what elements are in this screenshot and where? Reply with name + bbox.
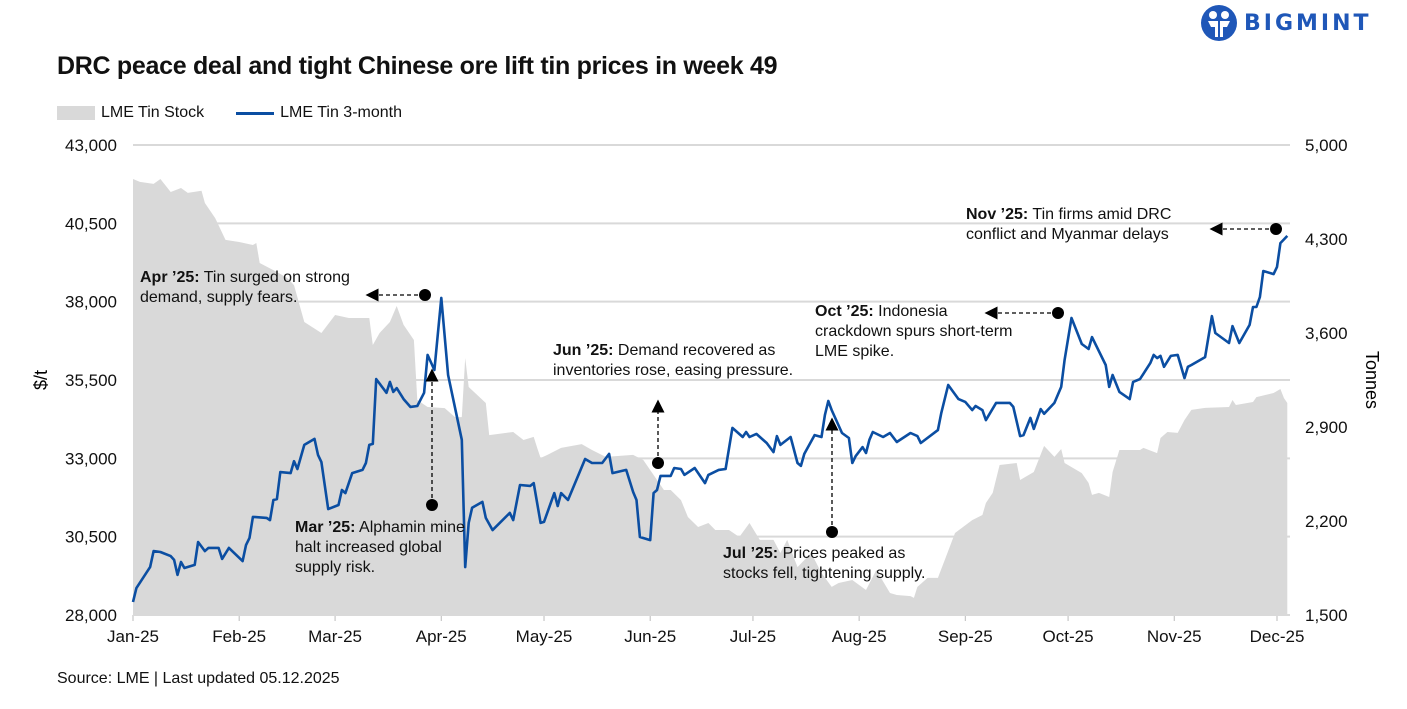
price-line <box>131 235 1289 603</box>
legend-price-swatch <box>236 111 275 115</box>
people-icon <box>1201 5 1237 41</box>
x-tick-label: Jan-25 <box>107 627 159 646</box>
y2-tick-label: 2,200 <box>1305 512 1348 531</box>
x-tick-label: Mar-25 <box>308 627 362 646</box>
annotation-text: Alphamin mine halt increased global supp… <box>295 519 465 576</box>
oct-dot <box>1052 307 1064 319</box>
legend: LME Tin Stock LME Tin 3-month <box>57 104 402 122</box>
y-tick-label: 28,000 <box>65 606 117 625</box>
y2-tick-label: 4,300 <box>1305 230 1348 249</box>
annotation-label: Jul ’25: <box>723 545 779 562</box>
annotation-apr: Apr ’25: Tin surged on strong demand, su… <box>140 268 400 308</box>
annotation-text: Indonesia crackdown spurs short-term LME… <box>815 303 1013 360</box>
legend-stock-label: LME Tin Stock <box>101 104 205 121</box>
jun-dot <box>652 457 664 469</box>
chart-title: DRC peace deal and tight Chinese ore lif… <box>57 52 778 80</box>
y2-tick-label: 3,600 <box>1305 324 1348 343</box>
y-tick-label: 35,500 <box>65 371 117 390</box>
annotation-label: Nov ’25: <box>966 206 1029 223</box>
y2-tick-label: 2,900 <box>1305 418 1348 437</box>
legend-price-label: LME Tin 3-month <box>280 104 402 121</box>
x-tick-label: Jul-25 <box>730 627 776 646</box>
brand-name: BIGMINT <box>1244 10 1372 36</box>
apr-dot <box>419 289 431 301</box>
stock-area-layer <box>133 179 1288 615</box>
annotation-dots <box>419 223 1282 538</box>
annotation-text: Tin firms amid DRC conflict and Myanmar … <box>966 206 1172 243</box>
annotation-oct: Oct ’25: Indonesia crackdown spurs short… <box>815 302 1020 362</box>
x-axis: Jan-25 Feb-25 Mar-25 Apr-25 May-25 Jun-25 Jul-… <box>107 614 1305 646</box>
annotation-mar: Mar ’25: Alphamin mine halt increased gl… <box>295 518 475 578</box>
annotation-label: Apr ’25: <box>140 269 200 286</box>
bigmint-logo: BIGMINT <box>1200 4 1372 42</box>
x-tick-label: May-25 <box>516 627 573 646</box>
y-axis-left: 28,000 30,500 33,000 35,500 38,000 40,500 43,0… <box>65 136 117 625</box>
mar-dot <box>426 499 438 511</box>
annotation-label: Mar ’25: <box>295 519 356 536</box>
annotation-jun: Jun ’25: Demand recovered as inventories… <box>553 341 798 381</box>
y-tick-label: 30,500 <box>65 528 117 547</box>
x-tick-label: Dec-25 <box>1250 627 1305 646</box>
annotation-markers <box>365 222 1276 532</box>
y-tick-label: 43,000 <box>65 136 117 155</box>
y2-tick-label: 1,500 <box>1305 606 1348 625</box>
x-tick-label: Nov-25 <box>1147 627 1202 646</box>
annotation-jul: Jul ’25: Prices peaked as stocks fell, t… <box>723 544 943 584</box>
y-tick-label: 38,000 <box>65 293 117 312</box>
annotation-text: Tin surged on strong demand, supply fear… <box>140 269 350 306</box>
annotation-label: Oct ’25: <box>815 303 874 320</box>
x-tick-label: Feb-25 <box>212 627 266 646</box>
y-tick-label: 40,500 <box>65 214 117 233</box>
annotation-label: Jun ’25: <box>553 342 614 359</box>
y-axis-right: 1,500 2,200 2,900 3,600 4,300 5,000 <box>1305 136 1348 625</box>
x-tick-label: Sep-25 <box>938 627 993 646</box>
nov-dot <box>1270 223 1282 235</box>
stock-area <box>133 179 1288 615</box>
legend-stock-swatch <box>57 106 95 120</box>
annotation-nov: Nov ’25: Tin firms amid DRC conflict and… <box>966 205 1216 245</box>
x-tick-label: Oct-25 <box>1043 627 1094 646</box>
annotation-text: Demand recovered as inventories rose, ea… <box>553 342 794 379</box>
y-tick-label: 33,000 <box>65 449 117 468</box>
x-tick-label: Apr-25 <box>416 627 467 646</box>
x-tick-label: Aug-25 <box>832 627 887 646</box>
x-tick-label: Jun-25 <box>624 627 676 646</box>
y2-axis-label: Tonnes <box>1362 351 1382 409</box>
jul-dot <box>826 526 838 538</box>
y-axis-label: $/t <box>31 370 51 390</box>
annotation-text: Prices peaked as stocks fell, tightening… <box>723 545 926 582</box>
y2-tick-label: 5,000 <box>1305 136 1348 155</box>
price-line-layer <box>131 235 1289 603</box>
source-note: Source: LME | Last updated 05.12.2025 <box>57 670 340 687</box>
